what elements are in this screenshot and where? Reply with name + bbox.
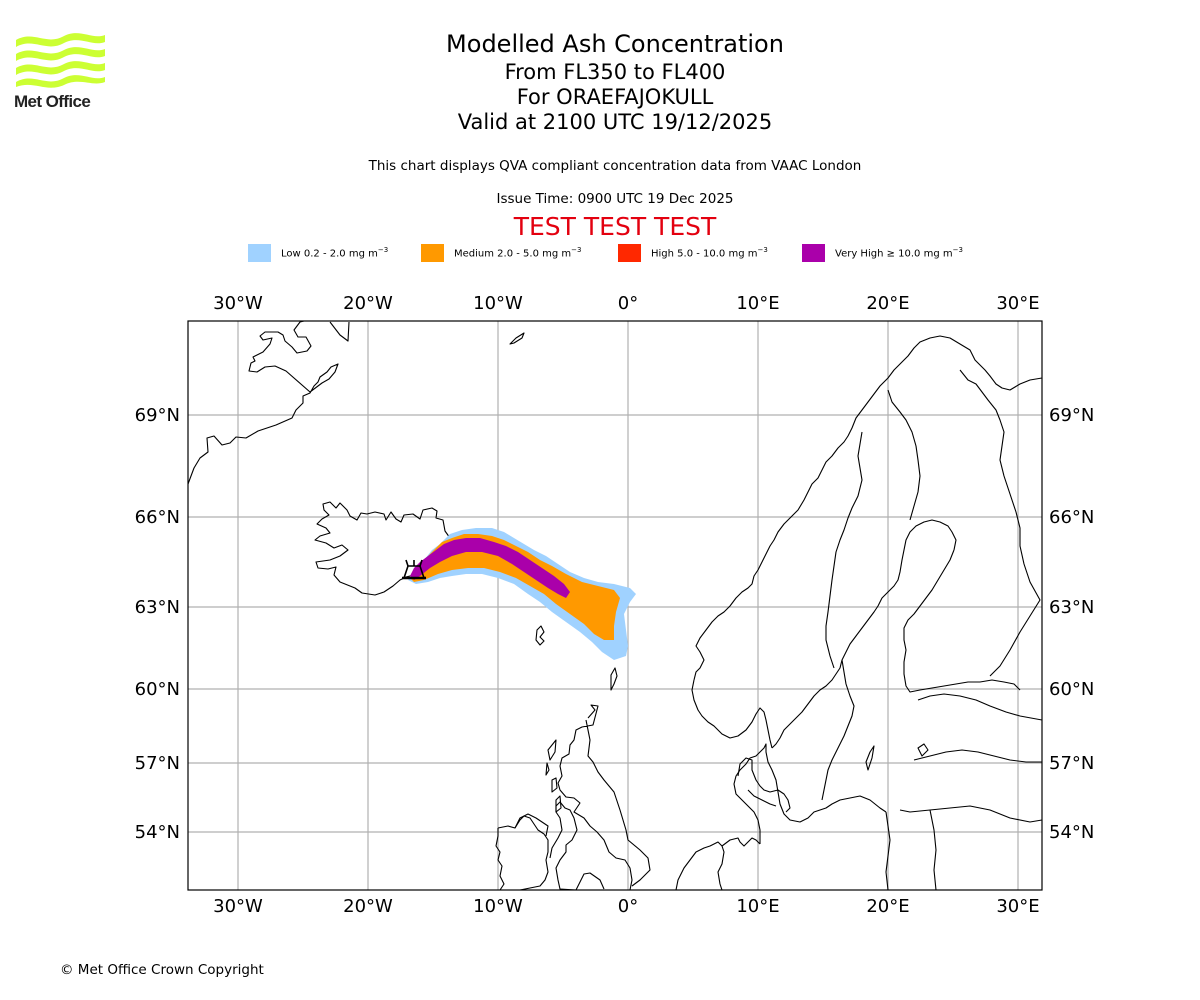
bottom-lon-tick-label: 20°W [343,896,393,917]
legend-item-low: Low 0.2 - 2.0 mg m−3 [248,244,388,262]
right-lat-tick-label: 54°N [1049,822,1094,843]
bottom-lon-tick-label: 10°E [736,896,779,917]
plume-very-high [410,538,570,598]
coastline-hebrides [545,739,562,813]
coastline-saaremaa [917,743,929,757]
top-lon-tick-label: 30°E [996,293,1039,314]
axis-tick-labels: 30°W 30°W 20°W 20°W 10°W 10°W 0° 0° 10°E 10°E 20°E… [135,293,1095,917]
top-lon-tick-label: 0° [618,293,638,314]
map-frame [187,320,1043,891]
right-lat-tick-label: 66°N [1049,507,1094,528]
graticule [188,321,1042,890]
legend-swatch-very-high [802,244,825,262]
volcano-icon [402,559,426,580]
legend-label-low: Low 0.2 - 2.0 mg m−3 [281,246,389,260]
bottom-lon-tick-label: 20°E [866,896,909,917]
coastline-shetland [610,667,618,691]
border-germany-poland [885,809,937,890]
border-sweden-finland [887,389,921,521]
left-lat-tick-label: 69°N [135,405,180,426]
right-lat-tick-label: 69°N [1049,405,1094,426]
bottom-lon-tick-label: 10°W [473,896,523,917]
coastline-greenland [188,321,339,485]
legend-item-medium: Medium 2.0 - 5.0 mg m−3 [421,244,581,262]
coastline-low-countries [675,841,725,890]
coastline-finland [903,549,1021,693]
legend-swatch-medium [421,244,444,262]
valid-time: Valid at 2100 UTC 19/12/2025 [457,110,773,134]
right-lat-tick-label: 57°N [1049,753,1094,774]
coastline-sweden [771,519,957,749]
test-banner: TEST TEST TEST [513,212,717,241]
plume-medium [410,534,620,640]
legend-label-medium: Medium 2.0 - 5.0 mg m−3 [454,246,582,260]
coastline-sweden-east [821,659,855,801]
coastline-northern-ireland [514,813,549,837]
chart-description: This chart displays QVA compliant concen… [368,158,862,174]
left-lat-tick-label: 63°N [135,597,180,618]
coastline-jan-mayen [509,332,525,345]
top-lon-tick-label: 10°W [473,293,523,314]
flight-level-range: From FL350 to FL400 [504,60,726,84]
legend-label-high: High 5.0 - 10.0 mg m−3 [651,246,768,260]
coastlines [188,321,1042,890]
met-office-logo-icon [16,33,105,88]
coastline-great-britain [549,704,651,890]
bottom-lon-tick-label: 30°E [996,896,1039,917]
coastline-iceland [314,501,453,596]
right-lat-tick-label: 60°N [1049,679,1094,700]
legend-swatch-low [248,244,271,262]
ash-plume [408,528,636,660]
right-lat-tick-label: 63°N [1049,597,1094,618]
legend-label-very-high: Very High ≥ 10.0 mg m−3 [835,246,963,260]
chart-title-block: Modelled Ash Concentration From FL350 to… [0,29,1200,135]
coastline-greenland-east [329,321,350,342]
legend-item-high: High 5.0 - 10.0 mg m−3 [618,244,768,262]
top-lon-tick-label: 20°E [866,293,909,314]
coastline-norway-south [691,679,773,749]
legend-swatch-high [618,244,641,262]
legend-item-very-high: Very High ≥ 10.0 mg m−3 [802,244,963,262]
top-lon-tick-label: 20°W [343,293,393,314]
left-lat-tick-label: 60°N [135,679,180,700]
chart-title: Modelled Ash Concentration [446,30,784,58]
bottom-lon-tick-label: 30°W [213,896,263,917]
left-lat-tick-label: 54°N [135,822,180,843]
volcano-name: For ORAEFAJOKULL [516,85,714,109]
coastline-gotland [865,745,875,771]
border-baltic-states [899,693,1042,823]
left-lat-tick-label: 66°N [135,507,180,528]
border-finland-russia [959,369,1041,677]
bottom-lon-tick-label: 0° [618,896,638,917]
coastline-germany-north [721,743,887,847]
met-office-brand-text: Met Office [14,92,91,111]
copyright-notice: © Met Office Crown Copyright [60,962,264,978]
border-norway-sweden [825,431,863,669]
top-lon-tick-label: 30°W [213,293,263,314]
issue-time: Issue Time: 0900 UTC 19 Dec 2025 [496,191,734,207]
coastline-denmark [737,757,791,813]
top-lon-tick-label: 10°E [736,293,779,314]
left-lat-tick-label: 57°N [135,753,180,774]
coastline-faroes [535,625,545,646]
coastline-ireland [495,815,549,890]
coastline-norway [693,335,1042,681]
